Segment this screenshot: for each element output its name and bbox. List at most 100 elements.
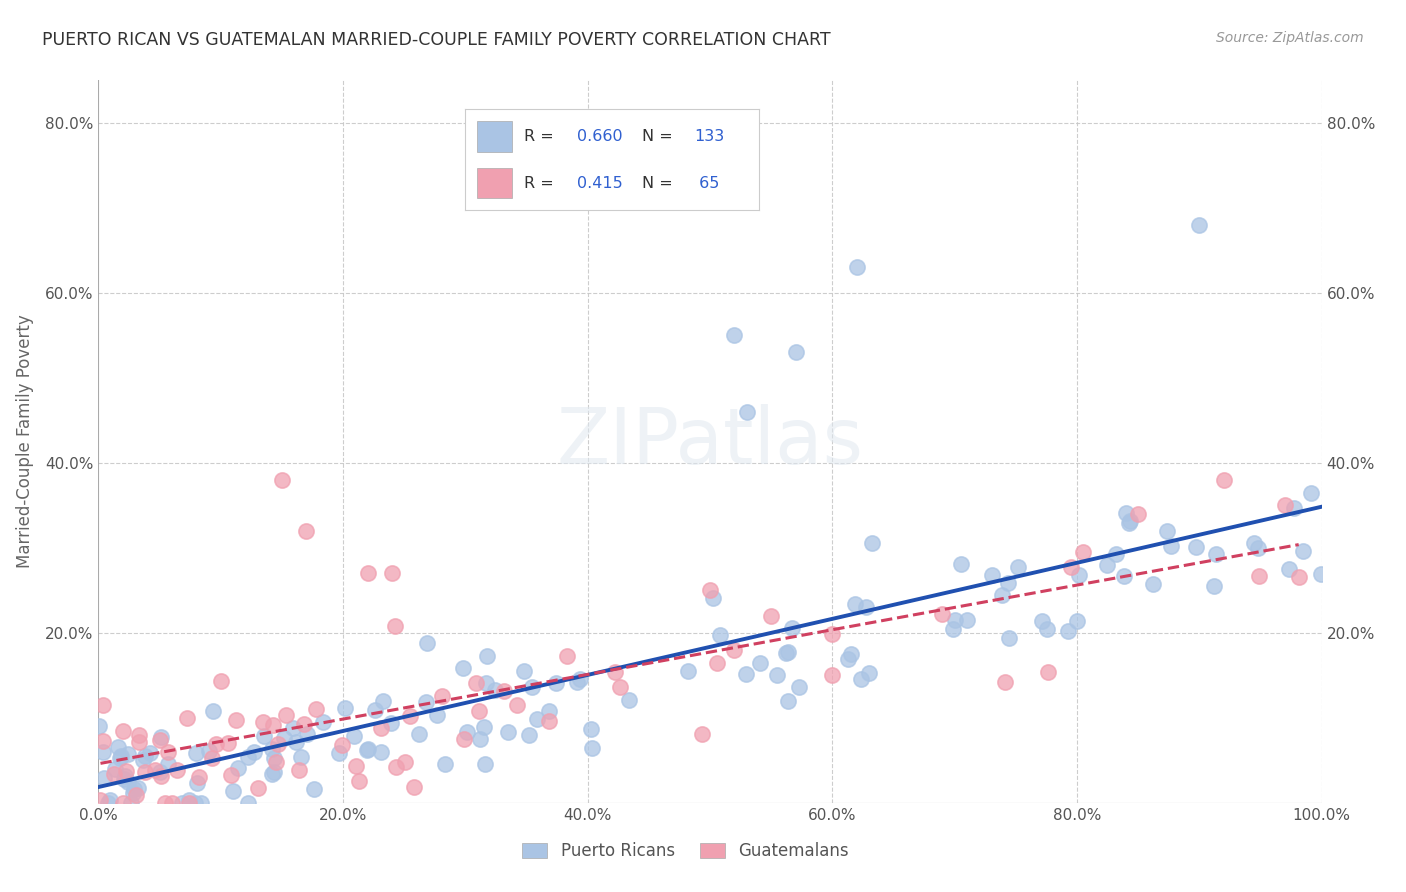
Point [699,583,721,598]
Point [1278,562,1301,576]
Point [205,737,228,751]
Point [160,796,183,810]
Point [1036,665,1059,679]
Point [839,647,862,661]
Point [1128,507,1150,521]
Point [263,765,285,780]
Point [676,665,699,679]
Point [956,614,979,628]
Point [134,748,156,763]
Point [139,746,162,760]
Point [273,731,295,746]
Point [128,728,150,742]
Point [381,566,404,581]
Point [149,764,172,779]
Point [765,668,787,682]
Point [734,666,756,681]
Point [537,714,560,729]
Point [312,715,335,730]
Point [288,763,311,777]
Point [980,568,1002,582]
Point [1292,543,1315,558]
Point [994,675,1017,690]
Point [425,708,447,723]
Point [845,260,868,275]
Point [332,738,354,752]
Point [433,756,456,771]
Point [484,682,506,697]
Point [1035,622,1057,636]
Point [1243,535,1265,549]
Point [219,767,242,781]
Point [122,781,145,796]
Point [380,716,402,731]
Point [305,702,328,716]
Point [735,405,758,419]
Point [1031,614,1053,628]
Point [260,767,283,781]
Point [415,695,437,709]
Point [343,729,366,743]
Point [1185,541,1208,555]
Point [150,730,173,744]
Point [1247,541,1270,556]
Point [104,763,127,777]
Point [1105,547,1128,561]
Point [609,680,631,694]
Point [513,664,536,678]
Point [127,781,149,796]
Point [283,722,305,736]
Point [91,733,114,747]
Point [761,608,783,623]
Point [121,786,143,800]
Point [149,733,172,747]
Point [103,767,125,781]
Point [117,775,139,789]
Point [262,718,284,732]
Point [155,796,177,810]
Point [385,760,408,774]
Point [347,773,370,788]
Point [1112,569,1135,583]
Point [1202,579,1225,593]
Point [943,613,966,627]
Point [87,719,110,733]
Point [357,742,380,756]
Text: ZIPatlas: ZIPatlas [557,403,863,480]
Point [949,557,972,571]
Point [1309,566,1331,581]
Point [1156,524,1178,538]
Point [565,674,588,689]
Point [292,717,315,731]
Point [1067,568,1090,582]
Point [706,657,728,671]
Point [941,623,963,637]
Point [1007,560,1029,574]
Point [1212,473,1234,487]
Point [108,751,131,765]
Point [475,649,498,664]
Point [145,763,167,777]
Point [1288,570,1310,584]
Point [496,725,519,739]
Point [456,725,478,739]
Point [110,748,132,763]
Point [778,694,800,708]
Point [384,619,406,633]
Point [107,740,129,755]
Point [370,721,392,735]
Point [408,727,430,741]
Point [356,566,378,581]
Point [749,656,772,670]
Point [1274,498,1296,512]
Point [120,796,142,810]
Point [202,704,225,718]
Point [1057,624,1080,639]
Point [252,714,274,729]
Point [344,759,367,773]
Point [1247,569,1270,583]
Point [537,704,560,718]
Point [1142,576,1164,591]
Point [172,796,194,810]
Point [270,473,294,487]
